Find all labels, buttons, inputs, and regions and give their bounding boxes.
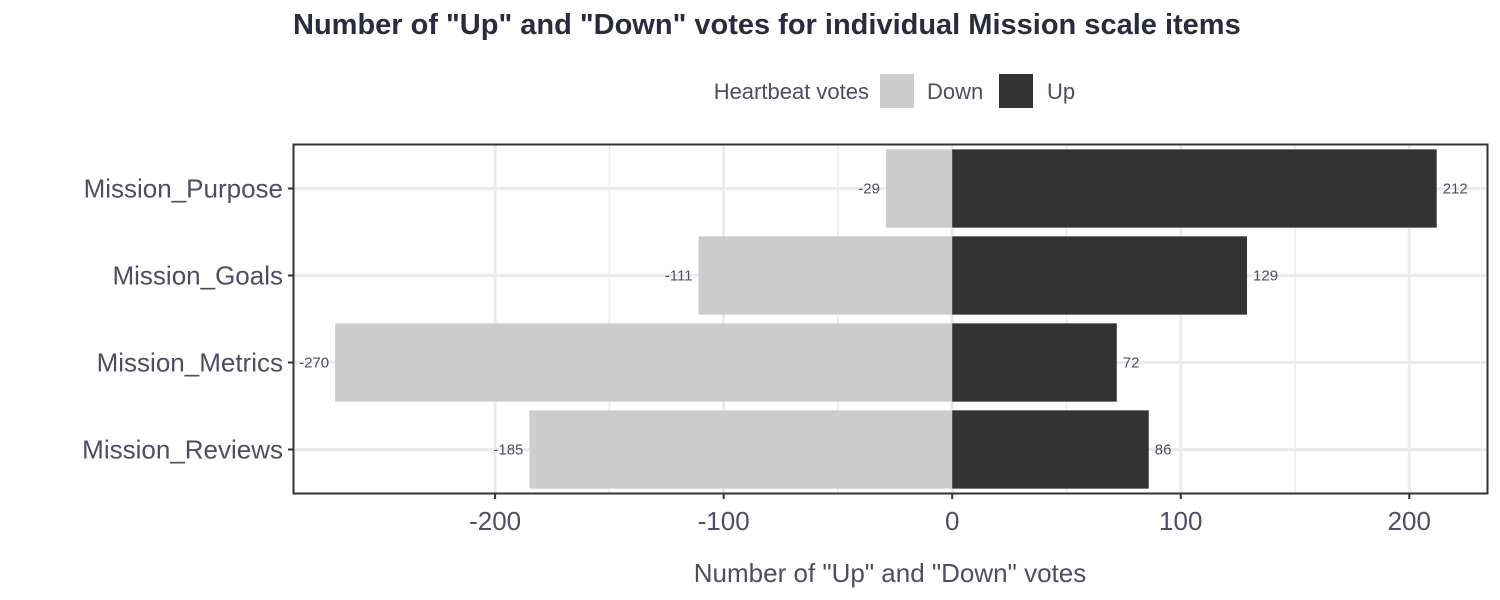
- bar-up: [952, 236, 1248, 315]
- data-label-up: 72: [1123, 355, 1140, 372]
- legend-swatch-down: [880, 74, 914, 108]
- bar-down: [885, 149, 953, 228]
- x-tick-label: 0: [945, 506, 959, 536]
- data-label-up: 129: [1253, 268, 1278, 285]
- x-tick-label: -200: [469, 506, 521, 536]
- data-label-up: 212: [1443, 181, 1468, 198]
- y-tick-label: Mission_Goals: [112, 261, 283, 291]
- bar-down: [698, 236, 953, 315]
- bar-down: [335, 323, 953, 402]
- x-tick-label: 200: [1388, 506, 1431, 536]
- data-label-down: -270: [299, 355, 329, 372]
- data-label-up: 86: [1155, 442, 1172, 459]
- panel-border: [292, 143, 1489, 495]
- x-axis: -200 -100 0 100 200: [469, 493, 1431, 536]
- y-tick-label: Mission_Reviews: [82, 435, 283, 465]
- legend-label-up: Up: [1047, 79, 1075, 104]
- chart-title: Number of "Up" and "Down" votes for indi…: [293, 9, 1241, 41]
- bar-down: [529, 410, 953, 489]
- legend: Heartbeat votes Down Up: [714, 74, 1075, 108]
- data-label-down: -29: [858, 181, 880, 198]
- bars: [335, 149, 1437, 489]
- x-tick-label: 100: [1159, 506, 1202, 536]
- x-axis-title: Number of "Up" and "Down" votes: [694, 558, 1086, 588]
- x-tick-label: -100: [698, 506, 750, 536]
- y-tick-label: Mission_Metrics: [97, 348, 283, 378]
- bar-up: [952, 149, 1437, 228]
- data-label-down: -111: [665, 268, 693, 285]
- y-axis: Mission_Purpose Mission_Goals Mission_Metr…: [82, 174, 294, 465]
- y-tick-label: Mission_Purpose: [84, 174, 283, 204]
- bar-up: [952, 323, 1117, 402]
- bar-up: [952, 410, 1149, 489]
- data-label-down: -185: [493, 442, 523, 459]
- legend-label-down: Down: [927, 79, 983, 104]
- legend-swatch-up: [999, 74, 1033, 108]
- legend-title: Heartbeat votes: [714, 79, 869, 104]
- data-labels: -29 -111 -270 -185 212 129 72 86: [299, 181, 1468, 459]
